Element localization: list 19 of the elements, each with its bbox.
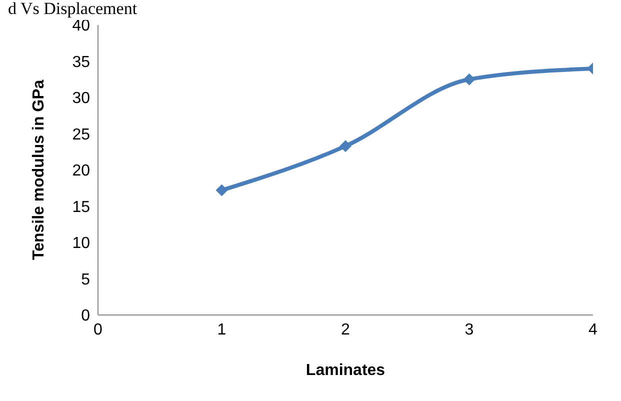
y-axis-title: Tensile modulus in GPa xyxy=(30,80,48,260)
x-tick-label: 1 xyxy=(217,321,226,338)
x-tick-label: 3 xyxy=(464,321,474,338)
point xyxy=(340,140,352,152)
x-tick-label: 4 xyxy=(588,321,598,338)
text: d Vs Displacement xyxy=(8,0,138,18)
y-tick-label: 35 xyxy=(72,54,90,71)
y-tick-label: 15 xyxy=(72,198,90,216)
point xyxy=(463,73,476,86)
x-tick-label: 0 xyxy=(94,321,103,338)
y-tick-label: 5 xyxy=(81,271,90,288)
x-axis-title: Laminates xyxy=(306,362,386,379)
x-tick-label: 2 xyxy=(341,321,350,338)
y-tick-label: 20 xyxy=(72,162,90,180)
y-tick-label: 0 xyxy=(81,308,90,325)
point xyxy=(216,184,228,196)
y-tick-label: 30 xyxy=(72,90,90,108)
y-tick-label: 25 xyxy=(72,126,90,144)
y-tick-label: 10 xyxy=(72,235,90,252)
